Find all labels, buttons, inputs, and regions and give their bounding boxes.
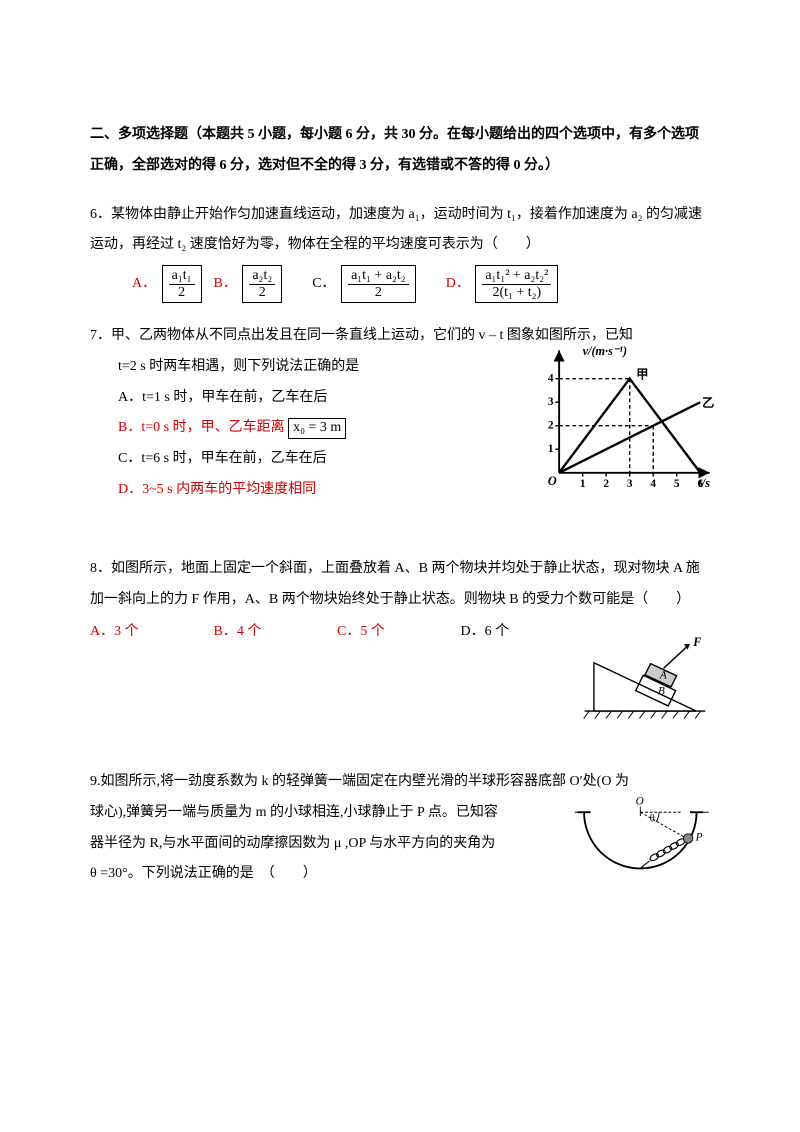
q7-yi-label: 乙 <box>702 396 714 410</box>
svg-text:2: 2 <box>603 478 609 490</box>
question-9: 9.如图所示,将一劲度系数为 k 的轻弹簧一端固定在内壁光滑的半球形容器底部 O… <box>90 767 710 890</box>
q6-c-label: C． <box>312 276 335 291</box>
q6-b-box: a₂t₂2 <box>242 265 282 303</box>
q7-jia-label: 甲 <box>636 368 648 382</box>
svg-text:6: 6 <box>697 478 703 490</box>
q8-figure: B A F <box>580 634 710 724</box>
q9-p-label: P <box>695 831 703 843</box>
q6-d-num: a₁t₁² + a₂t₂² <box>482 268 551 284</box>
svg-text:1: 1 <box>548 443 554 455</box>
q8-a-label: A <box>659 669 667 681</box>
q6-opt-a: A． a₁t₁2 <box>132 265 202 303</box>
q7-b-pre: B．t=0 s 时，甲、乙车距离 <box>118 420 288 435</box>
q6-a-box: a₁t₁2 <box>162 265 202 303</box>
q6-opt-c: C． a₁t₁ + a₂t₂2 <box>312 265 415 303</box>
q6-stem: 6．某物体由静止开始作匀加速直线运动，加速度为 a₁，运动时间为 t₁，接着作加… <box>90 200 710 262</box>
q8-opt-a: A．3 个 <box>90 615 210 649</box>
q9-theta-label: θ <box>650 814 655 825</box>
section-title: 二、多项选择题（本题共 5 小题，每小题 6 分，共 30 分。在每小题给出的四… <box>90 120 710 182</box>
q6-c-den: 2 <box>348 285 409 300</box>
q6-opt-d: D． a₁t₁² + a₂t₂²2(t₁ + t₂) <box>446 265 559 303</box>
question-8: 8．如图所示，地面上固定一个斜面，上面叠放着 A、B 两个物块并均处于静止状态，… <box>90 554 710 649</box>
question-6: 6．某物体由静止开始作匀加速直线运动，加速度为 a₁，运动时间为 t₁，接着作加… <box>90 200 710 303</box>
q6-a-label: A． <box>132 276 156 291</box>
question-7: 7．甲、乙两物体从不同点出发且在同一条直线上运动，它们的 v – t 图象如图所… <box>90 321 710 506</box>
q8-opt-d: D．6 个 <box>461 615 581 649</box>
svg-text:4: 4 <box>650 478 656 490</box>
q6-b-label: B． <box>214 276 237 291</box>
q9-o-label: O <box>636 796 644 808</box>
q6-d-label: D． <box>446 276 470 291</box>
q7-b-box: x₀ = 3 m <box>288 418 346 438</box>
q6-b-num: a₂t₂ <box>249 268 275 284</box>
q6-c-box: a₁t₁ + a₂t₂2 <box>341 265 416 303</box>
q6-d-den: 2(t₁ + t₂) <box>482 285 551 300</box>
q6-c-num: a₁t₁ + a₂t₂ <box>348 268 409 284</box>
q8-stem: 8．如图所示，地面上固定一个斜面，上面叠放着 A、B 两个物块并均处于静止状态，… <box>90 554 710 616</box>
q7-graph: v/(m·s⁻¹) t/s O 1 2 3 4 5 6 1 2 3 4 <box>530 341 720 501</box>
q6-a-den: 2 <box>169 285 195 300</box>
svg-text:5: 5 <box>674 478 680 490</box>
svg-text:3: 3 <box>627 478 633 490</box>
q6-options: A． a₁t₁2 B． a₂t₂2 C． a₁t₁ + a₂t₂2 D． <box>90 265 710 303</box>
svg-text:4: 4 <box>548 372 554 384</box>
q7-origin: O <box>548 474 557 488</box>
svg-text:2: 2 <box>548 419 554 431</box>
q6-d-box: a₁t₁² + a₂t₂²2(t₁ + t₂) <box>475 265 558 303</box>
q6-opt-b: B． a₂t₂2 <box>214 265 283 303</box>
q8-opt-b: B．4 个 <box>214 615 334 649</box>
svg-text:3: 3 <box>548 396 554 408</box>
svg-text:1: 1 <box>580 478 586 490</box>
q8-f-label: F <box>692 635 701 649</box>
q7-ylabel: v/(m·s⁻¹) <box>583 344 627 358</box>
q8-opt-c: C．5 个 <box>337 615 457 649</box>
q9-figure: O θ P <box>570 793 720 883</box>
q6-a-num: a₁t₁ <box>169 268 195 284</box>
q6-b-den: 2 <box>249 285 275 300</box>
page-root: 二、多项选择题（本题共 5 小题，每小题 6 分，共 30 分。在每小题给出的四… <box>0 0 800 950</box>
q8-b-label: B <box>658 685 665 697</box>
